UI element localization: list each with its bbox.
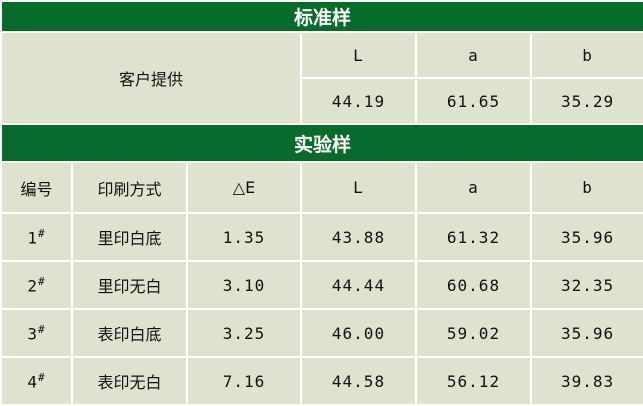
row-method: 里印无白 <box>71 260 188 310</box>
table-row: 1# 里印白底 1.35 43.88 61.32 35.96 <box>0 212 643 262</box>
row-delta-e: 1.35 <box>186 212 302 262</box>
row-method: 里印白底 <box>71 212 188 262</box>
row-number-value: 1 <box>27 228 38 248</box>
row-a: 56.12 <box>415 356 532 406</box>
header-print-method: 印刷方式 <box>71 161 188 214</box>
row-delta-e: 7.16 <box>186 356 302 406</box>
std-value-b: 35.29 <box>529 77 643 125</box>
experiment-section-title: 实验样 <box>0 123 643 163</box>
row-number-value: 2 <box>27 276 38 296</box>
row-delta-e: 3.10 <box>186 260 302 310</box>
row-number: 1# <box>0 212 73 262</box>
header-delta-e: △E <box>186 161 302 214</box>
row-number-mark: # <box>38 322 46 336</box>
row-number: 4# <box>0 356 73 406</box>
table-row: 3# 表印白底 3.25 46.00 59.02 35.96 <box>0 308 643 358</box>
table-row: 2# 里印无白 3.10 44.44 60.68 32.35 <box>0 260 643 310</box>
row-number-value: 3 <box>27 324 38 344</box>
header-b: b <box>529 161 643 214</box>
row-L: 46.00 <box>300 308 417 358</box>
row-b: 39.83 <box>529 356 643 406</box>
row-method: 表印无白 <box>71 356 188 406</box>
customer-provided-label: 客户提供 <box>0 31 302 125</box>
std-value-L: 44.19 <box>300 77 417 125</box>
standard-section-title: 标准样 <box>0 0 643 33</box>
std-value-a: 61.65 <box>415 77 532 125</box>
header-number: 编号 <box>0 161 73 214</box>
row-number: 3# <box>0 308 73 358</box>
row-b: 35.96 <box>529 212 643 262</box>
row-number: 2# <box>0 260 73 310</box>
std-header-L: L <box>300 31 417 79</box>
header-L: L <box>300 161 417 214</box>
row-L: 44.44 <box>300 260 417 310</box>
row-L: 44.58 <box>300 356 417 406</box>
std-header-a: a <box>415 31 532 79</box>
row-a: 60.68 <box>415 260 532 310</box>
row-b: 32.35 <box>529 260 643 310</box>
row-number-value: 4 <box>27 372 38 392</box>
row-number-mark: # <box>38 226 46 240</box>
row-a: 59.02 <box>415 308 532 358</box>
row-L: 43.88 <box>300 212 417 262</box>
header-a: a <box>415 161 532 214</box>
table-row: 4# 表印无白 7.16 44.58 56.12 39.83 <box>0 356 643 406</box>
row-b: 35.96 <box>529 308 643 358</box>
std-header-b: b <box>529 31 643 79</box>
row-number-mark: # <box>38 370 46 384</box>
row-a: 61.32 <box>415 212 532 262</box>
row-method: 表印白底 <box>71 308 188 358</box>
row-number-mark: # <box>38 274 46 288</box>
row-delta-e: 3.25 <box>186 308 302 358</box>
